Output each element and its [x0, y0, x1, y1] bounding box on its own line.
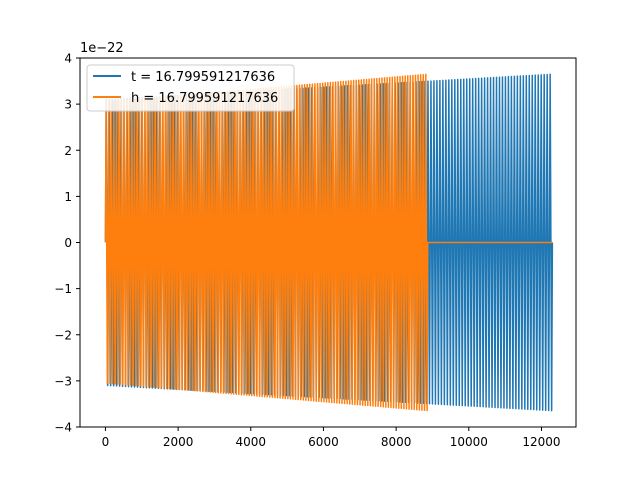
y-tick-label: −1 [54, 282, 72, 296]
x-tick-label: 10000 [450, 435, 488, 449]
y-tick-label: 4 [64, 52, 72, 66]
x-tick-label: 4000 [236, 435, 267, 449]
legend-box [86, 64, 295, 112]
x-tick-label: 2000 [163, 435, 194, 449]
y-tick-label: −3 [54, 374, 72, 388]
x-tick-label: 12000 [522, 435, 560, 449]
legend-label-t: t = 16.799591217636 [131, 70, 275, 85]
y-axis: −4 −3 −2 −1 0 1 2 3 4 [54, 52, 80, 435]
y-tick-label: 1 [64, 190, 72, 204]
x-tick-label: 6000 [308, 435, 339, 449]
y-tick-label: 2 [64, 144, 72, 158]
y-tick-label: −2 [54, 328, 72, 342]
y-tick-label: 0 [64, 236, 72, 250]
x-tick-label: 0 [102, 435, 110, 449]
series-layer [104, 73, 554, 412]
x-axis: 0 2000 4000 6000 8000 10000 12000 [102, 427, 561, 449]
legend: t = 16.799591217636 h = 16.799591217636 [86, 64, 295, 112]
y-tick-label: −4 [54, 421, 72, 435]
series-line-1 [104, 73, 553, 412]
x-tick-label: 8000 [381, 435, 412, 449]
y-offset-label: 1e−22 [80, 41, 124, 56]
legend-label-h: h = 16.799591217636 [131, 91, 278, 106]
y-tick-label: 3 [64, 98, 72, 112]
